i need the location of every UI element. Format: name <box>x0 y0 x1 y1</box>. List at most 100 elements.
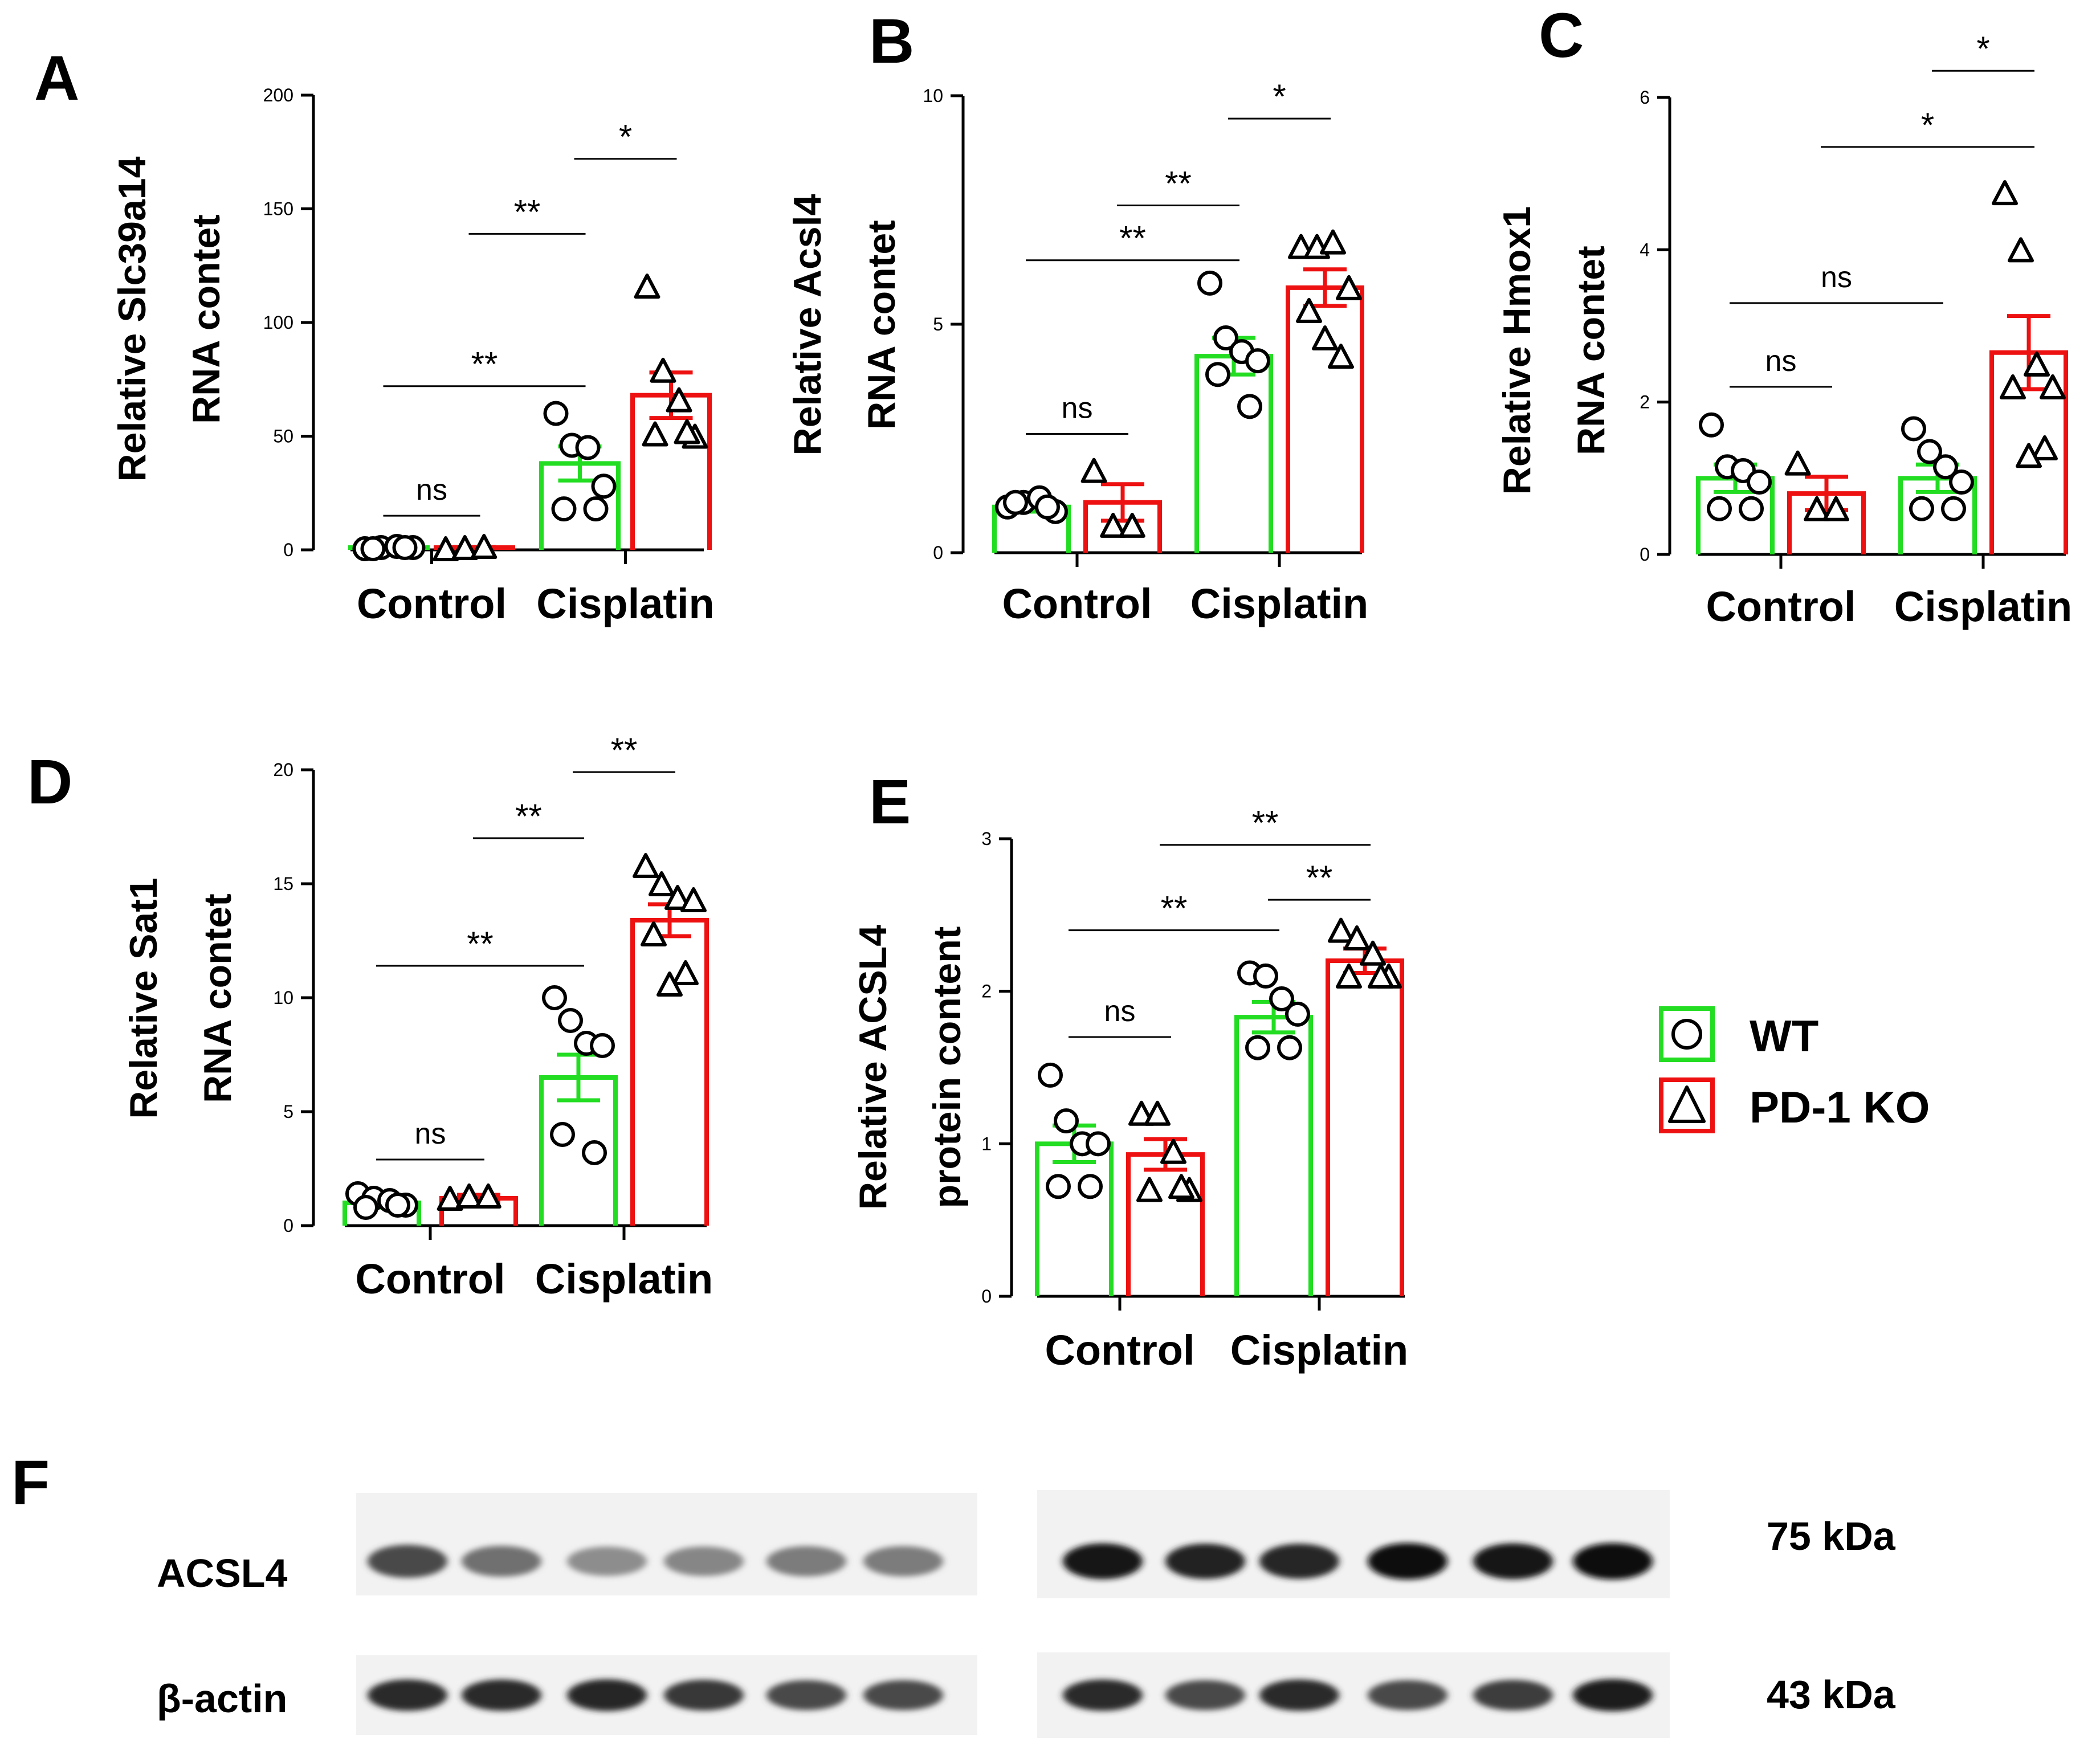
data-point-circle <box>1277 1035 1302 1060</box>
blot-band <box>1165 1544 1245 1579</box>
data-point-circle <box>582 1140 607 1165</box>
data-point-triangle <box>1100 512 1127 538</box>
data-point-triangle <box>475 1183 501 1209</box>
data-point-circle <box>575 435 601 460</box>
data-point-circle <box>1941 496 1966 521</box>
blot-bg-acsl4-right <box>1037 1490 1670 1598</box>
data-point-triangle <box>650 357 676 383</box>
y-tick-label: 0 <box>933 542 943 563</box>
data-point-triangle <box>649 871 675 896</box>
data-point-circle <box>1046 1174 1071 1199</box>
data-point-triangle <box>1328 344 1354 369</box>
data-point-circle <box>590 1033 615 1058</box>
blot-label-acsl4: ACSL4 <box>157 1551 288 1595</box>
significance-label: ns <box>1821 261 1852 294</box>
data-point-triangle <box>1296 297 1322 323</box>
data-point-circle <box>591 474 617 499</box>
significance-label: * <box>1921 106 1934 144</box>
data-point-circle <box>1035 494 1060 520</box>
y-tick-label: 0 <box>1640 544 1650 565</box>
data-point-circle <box>1285 1001 1310 1027</box>
data-point-triangle <box>433 536 459 562</box>
data-point-circle <box>1086 1131 1111 1157</box>
x-category-label-cisplatin: Cisplatin <box>1230 1326 1408 1374</box>
data-point-triangle <box>680 887 707 912</box>
significance-label: ** <box>515 797 542 835</box>
data-point-circle <box>1205 362 1230 387</box>
data-point-triangle <box>633 853 659 878</box>
data-point-circle <box>1917 439 1942 464</box>
data-point-triangle <box>1119 512 1145 538</box>
y-axis-label-line1: Relative Sat1 <box>122 877 165 1119</box>
significance-label: ns <box>1104 995 1136 1028</box>
panel-letter-f: F <box>11 1448 50 1518</box>
data-point-circle <box>1237 394 1262 419</box>
x-category-label-control: Control <box>355 1255 505 1303</box>
y-axis-label-line2: protein content <box>925 926 969 1209</box>
x-category-label-cisplatin: Cisplatin <box>536 580 714 627</box>
data-point-triangle <box>1136 1177 1163 1202</box>
y-axis-label-line2: RNA contet <box>185 214 228 424</box>
x-category-label-control: Control <box>1002 580 1152 627</box>
bar-pd-1-ko-control <box>1126 1152 1205 1296</box>
data-point-triangle <box>672 960 699 985</box>
y-tick-label: 5 <box>283 1101 293 1122</box>
significance-label: ** <box>467 925 494 963</box>
blot-band <box>1165 1680 1245 1711</box>
data-point-triangle <box>2040 374 2066 399</box>
y-tick-label: 20 <box>273 760 293 780</box>
data-point-triangle <box>1804 496 1830 521</box>
blot-size-43kda: 43 kDa <box>1767 1672 1896 1717</box>
significance-label: ** <box>514 193 541 231</box>
chart-panel-c: 0 2 4 6 Control Cisplatin Relative Hmox1 RNA co… <box>1495 30 2072 630</box>
legend-ko-box <box>1659 1077 1715 1133</box>
blot-band <box>664 1679 744 1711</box>
significance-label: ** <box>611 731 638 769</box>
chart-panel-a: 0 50 100 150 200 Control Cisplatin Relative Slc… <box>111 85 715 627</box>
legend-ko-label: PD-1 KO <box>1750 1082 1930 1132</box>
data-point-circle <box>1901 416 1926 442</box>
y-axis-label-line1: Relative Slc39a14 <box>111 156 154 481</box>
data-point-triangle <box>1320 229 1346 255</box>
legend-wt-label: WT <box>1750 1011 1818 1061</box>
data-point-circle <box>1038 1062 1063 1088</box>
significance-label: * <box>1273 77 1286 116</box>
data-point-circle <box>360 536 386 562</box>
y-tick-label: 5 <box>933 314 943 334</box>
data-point-triangle <box>1360 940 1386 966</box>
data-point-triangle <box>2008 237 2034 263</box>
data-point-circle <box>558 1008 583 1033</box>
data-point-triangle <box>641 921 667 946</box>
legend-ko-triangle-icon <box>1668 1085 1706 1123</box>
blot-row-actin <box>368 1679 1653 1712</box>
significance-label: ** <box>471 345 498 383</box>
y-axis-label-line2: RNA contet <box>860 220 903 430</box>
y-tick-label: 10 <box>923 85 943 106</box>
significance-label: ** <box>1165 164 1192 202</box>
data-point-circle <box>1253 963 1278 989</box>
y-tick-label: 1 <box>981 1133 992 1154</box>
data-point-triangle <box>2000 374 2026 399</box>
data-point-circle <box>1078 1174 1103 1199</box>
data-point-triangle <box>1822 496 1849 521</box>
data-point-circle <box>1213 325 1238 351</box>
data-point-triangle <box>1168 1174 1194 1199</box>
data-point-circle <box>1909 496 1934 521</box>
data-point-circle <box>1245 348 1270 374</box>
chart-panel-d: 0 5 10 15 20 Control Cisplatin Relative Sat1 RNA… <box>122 731 713 1303</box>
blot-band <box>1063 1679 1143 1711</box>
panel-letter-c: C <box>1539 1 1584 71</box>
data-point-triangle <box>664 885 691 910</box>
y-axis-label-line1: Relative Hmox1 <box>1495 206 1539 495</box>
y-axis-label-line1: Relative Acsl4 <box>786 194 829 456</box>
western-blot: ACSL4 β-actin 75 kDa 43 kDa <box>157 1490 1896 1738</box>
data-point-circle <box>1739 496 1764 521</box>
data-point-triangle <box>1080 458 1107 483</box>
x-category-label-cisplatin: Cisplatin <box>535 1255 713 1303</box>
y-tick-label: 0 <box>283 1215 293 1236</box>
data-point-triangle <box>1336 275 1362 300</box>
bar-wt-cisplatin <box>1194 354 1273 553</box>
data-point-triangle <box>634 274 660 299</box>
blot-band <box>462 1545 541 1577</box>
y-tick-label: 3 <box>981 828 992 849</box>
